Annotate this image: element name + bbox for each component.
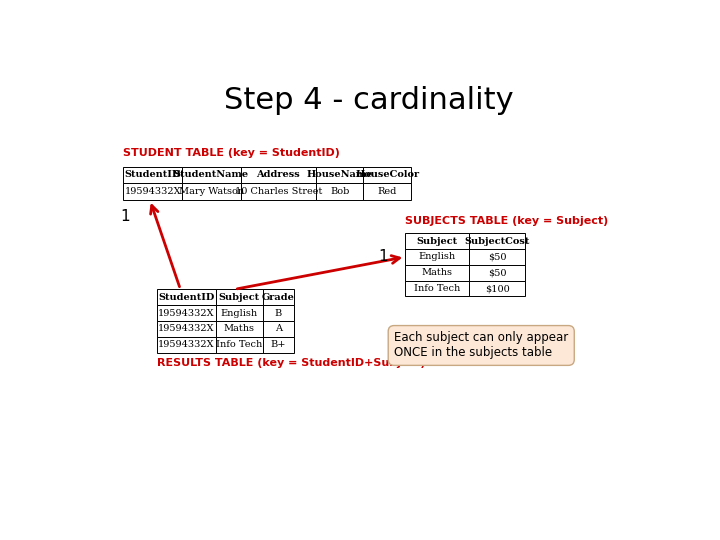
Bar (157, 337, 215, 353)
Text: B+: B+ (271, 340, 286, 349)
Text: Grade: Grade (262, 293, 294, 302)
Bar (240, 183, 316, 200)
Bar (124, 167, 182, 183)
Bar (263, 337, 294, 353)
Text: 19594332X: 19594332X (158, 308, 215, 318)
Text: Info Tech: Info Tech (216, 340, 262, 349)
Text: HouseColor: HouseColor (355, 171, 419, 179)
Text: B: B (275, 308, 282, 318)
Bar (157, 305, 215, 321)
Text: Step 4 - cardinality: Step 4 - cardinality (224, 86, 514, 114)
Bar (182, 167, 240, 183)
Text: 1: 1 (120, 209, 130, 224)
Text: $50: $50 (488, 252, 507, 261)
Bar (364, 167, 411, 183)
Bar (215, 289, 263, 305)
Bar (157, 289, 215, 305)
Text: SubjectCost: SubjectCost (464, 237, 530, 246)
Bar (405, 249, 469, 265)
Text: Red: Red (377, 187, 397, 196)
Text: Address: Address (256, 171, 300, 179)
Text: STUDENT TABLE (key = StudentID): STUDENT TABLE (key = StudentID) (124, 148, 341, 158)
Bar (469, 281, 525, 296)
Text: Subject: Subject (417, 237, 458, 246)
Bar (240, 167, 316, 183)
Text: StudentID: StudentID (125, 171, 181, 179)
Bar (316, 167, 364, 183)
Text: Bob: Bob (330, 187, 349, 196)
Text: Subject: Subject (219, 293, 260, 302)
Bar (182, 183, 240, 200)
Bar (316, 183, 364, 200)
Bar (215, 321, 263, 337)
Text: $100: $100 (485, 284, 510, 293)
Bar (469, 265, 525, 281)
Text: RESULTS TABLE (key = StudentID+Subject): RESULTS TABLE (key = StudentID+Subject) (157, 357, 426, 368)
Text: Maths: Maths (224, 325, 255, 333)
Text: English: English (419, 252, 456, 261)
Text: 19594332X: 19594332X (158, 340, 215, 349)
Bar (124, 183, 182, 200)
Bar (263, 305, 294, 321)
Text: Mary Watson: Mary Watson (179, 187, 244, 196)
Bar (263, 289, 294, 305)
Bar (405, 265, 469, 281)
Bar (469, 233, 525, 249)
Text: A: A (275, 325, 282, 333)
Text: 19594332X: 19594332X (125, 187, 181, 196)
Text: SUBJECTS TABLE (key = Subject): SUBJECTS TABLE (key = Subject) (405, 215, 608, 226)
Bar (469, 249, 525, 265)
Bar (215, 337, 263, 353)
Text: 19594332X: 19594332X (158, 325, 215, 333)
Bar (157, 321, 215, 337)
Bar (215, 305, 263, 321)
Bar (364, 183, 411, 200)
Text: Each subject can only appear
ONCE in the subjects table: Each subject can only appear ONCE in the… (394, 332, 568, 360)
Text: StudentID: StudentID (158, 293, 215, 302)
Bar (405, 233, 469, 249)
Text: Info Tech: Info Tech (414, 284, 461, 293)
Text: 10 Charles Street: 10 Charles Street (235, 187, 322, 196)
Bar (263, 321, 294, 337)
Text: Maths: Maths (422, 268, 453, 277)
Bar (405, 281, 469, 296)
Text: 1: 1 (378, 249, 388, 265)
Text: StudentName: StudentName (174, 171, 249, 179)
Text: English: English (221, 308, 258, 318)
Text: HouseName: HouseName (307, 171, 373, 179)
Text: $50: $50 (488, 268, 507, 277)
